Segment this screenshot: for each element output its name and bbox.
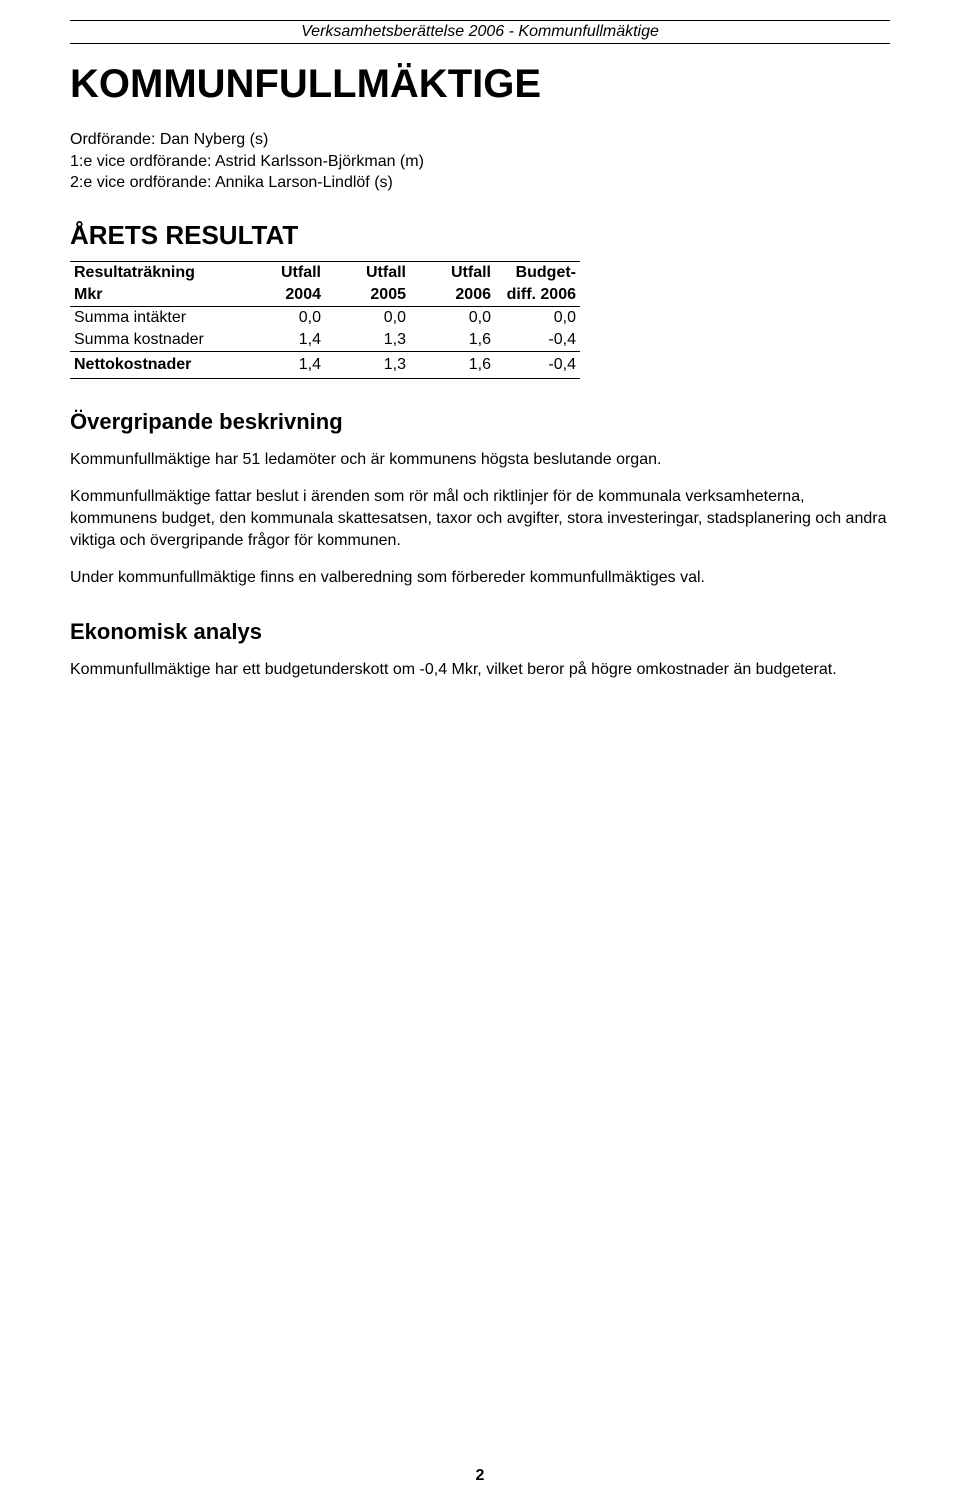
cell: 0,0 xyxy=(410,306,495,329)
cell: 1,3 xyxy=(325,351,410,378)
th2-c1: 2004 xyxy=(240,284,325,307)
table-row: Summa intäkter 0,0 0,0 0,0 0,0 xyxy=(70,306,580,329)
body-text-block: Kommunfullmäktige har ett budgetundersko… xyxy=(70,659,890,681)
body-text-block: Kommunfullmäktige har 51 ledamöter och ä… xyxy=(70,449,890,589)
th-c4: Budget- xyxy=(495,261,580,284)
cell: 0,0 xyxy=(495,306,580,329)
cell-label: Summa kostnader xyxy=(70,329,240,352)
cell: 1,6 xyxy=(410,351,495,378)
cell: 1,4 xyxy=(240,329,325,352)
officials-block: Ordförande: Dan Nyberg (s) 1:e vice ordf… xyxy=(70,129,890,194)
running-header: Verksamhetsberättelse 2006 - Kommunfullm… xyxy=(70,20,890,44)
cell: -0,4 xyxy=(495,329,580,352)
paragraph: Under kommunfullmäktige finns en valbere… xyxy=(70,567,890,589)
cell: 1,6 xyxy=(410,329,495,352)
th2-c4: diff. 2006 xyxy=(495,284,580,307)
page-number: 2 xyxy=(0,1467,960,1485)
paragraph: Kommunfullmäktige har ett budgetundersko… xyxy=(70,659,890,681)
th-label1: Resultaträkning xyxy=(70,261,240,284)
paragraph: Kommunfullmäktige har 51 ledamöter och ä… xyxy=(70,449,890,471)
cell-label: Nettokostnader xyxy=(70,351,240,378)
th-c2: Utfall xyxy=(325,261,410,284)
cell: 0,0 xyxy=(325,306,410,329)
vice1-line: 1:e vice ordförande: Astrid Karlsson-Bjö… xyxy=(70,151,890,173)
cell: 0,0 xyxy=(240,306,325,329)
cell: 1,3 xyxy=(325,329,410,352)
th-c1: Utfall xyxy=(240,261,325,284)
section-overgripande: Övergripande beskrivning xyxy=(70,409,890,435)
paragraph: Kommunfullmäktige fattar beslut i ärende… xyxy=(70,486,890,551)
th-label2: Mkr xyxy=(70,284,240,307)
th2-c2: 2005 xyxy=(325,284,410,307)
result-table: Resultaträkning Utfall Utfall Utfall Bud… xyxy=(70,261,580,379)
section-arets-resultat: ÅRETS RESULTAT xyxy=(70,220,890,251)
chair-line: Ordförande: Dan Nyberg (s) xyxy=(70,129,890,151)
th-c3: Utfall xyxy=(410,261,495,284)
cell-label: Summa intäkter xyxy=(70,306,240,329)
section-ekonomisk-analys: Ekonomisk analys xyxy=(70,619,890,645)
vice2-line: 2:e vice ordförande: Annika Larson-Lindl… xyxy=(70,172,890,194)
cell: 1,4 xyxy=(240,351,325,378)
table-row: Summa kostnader 1,4 1,3 1,6 -0,4 xyxy=(70,329,580,352)
document-title: KOMMUNFULLMÄKTIGE xyxy=(70,62,890,107)
cell: -0,4 xyxy=(495,351,580,378)
table-row-netto: Nettokostnader 1,4 1,3 1,6 -0,4 xyxy=(70,351,580,378)
th2-c3: 2006 xyxy=(410,284,495,307)
